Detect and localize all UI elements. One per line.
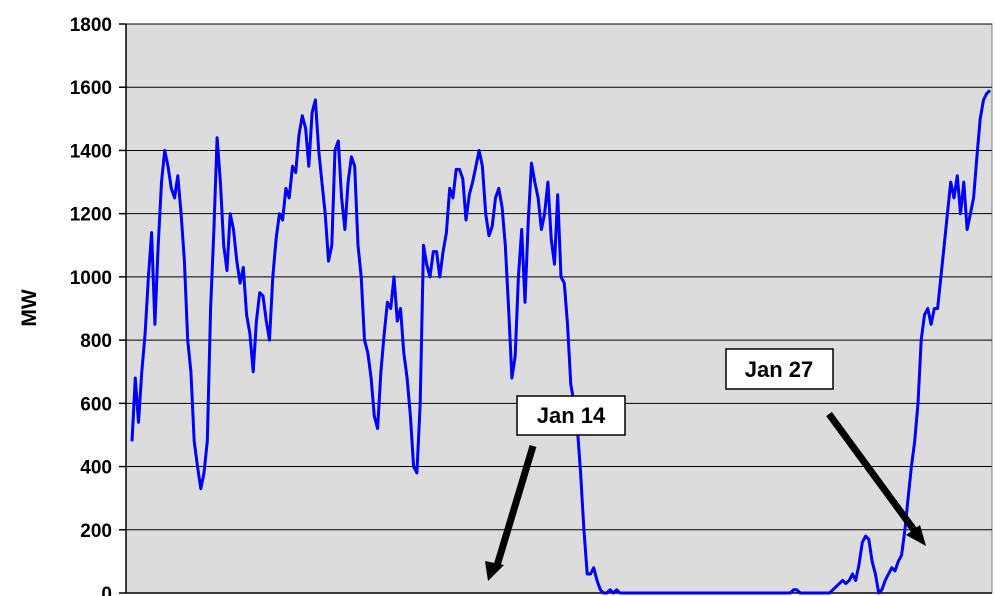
y-tick-label: 0 bbox=[101, 584, 112, 596]
series-layer bbox=[130, 89, 992, 595]
y-tick-label: 600 bbox=[80, 394, 112, 415]
series-line-0 bbox=[130, 89, 992, 595]
annotation-label-jan-14: Jan 14 bbox=[537, 403, 606, 428]
annotation-arrowhead-jan-14 bbox=[485, 561, 504, 581]
plot-area bbox=[125, 23, 993, 594]
y-tick-label: 200 bbox=[80, 521, 112, 542]
annotation-jan-27: Jan 27 bbox=[725, 348, 926, 546]
y-tick-label: 1200 bbox=[70, 205, 112, 226]
annotation-arrow-jan-14 bbox=[492, 444, 537, 571]
y-axis-ticks: 0 200 400 600 800 1000 1200 1400 1600 1800 bbox=[70, 15, 126, 596]
y-tick-label: 1800 bbox=[70, 15, 112, 36]
y-tick-label: 1000 bbox=[70, 268, 112, 289]
annotation-jan-14: Jan 14 bbox=[485, 395, 626, 581]
annotation-arrow-jan-27 bbox=[826, 411, 917, 533]
y-tick-label: 1600 bbox=[70, 78, 112, 99]
annotation-arrowhead-jan-27 bbox=[906, 525, 926, 546]
annotation-box-jan-14 bbox=[516, 395, 626, 436]
y-tick-label: 800 bbox=[80, 331, 112, 352]
y-tick-label: 400 bbox=[80, 458, 112, 479]
annotation-label-jan-27: Jan 27 bbox=[745, 357, 814, 382]
y-axis-label: MW bbox=[18, 289, 41, 326]
annotation-box-jan-27 bbox=[725, 348, 834, 390]
y-tick-label: 1400 bbox=[70, 141, 112, 162]
